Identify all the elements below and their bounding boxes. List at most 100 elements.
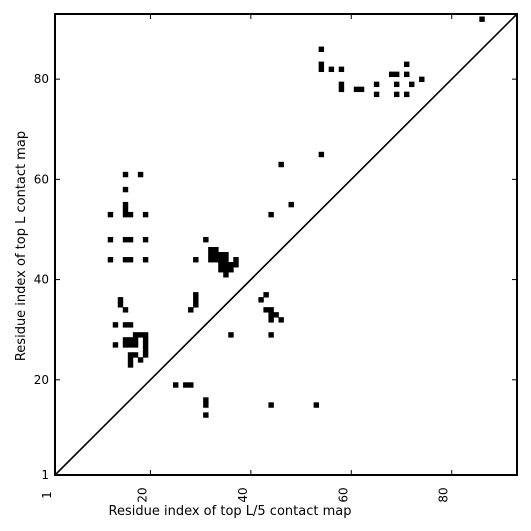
contact-point-lower [233,257,239,263]
contact-point-lower [223,267,229,273]
contact-point-lower [137,171,144,178]
contact-point-lower [137,332,144,338]
contact-point-lower [218,252,224,258]
contact-point-lower [218,257,224,263]
contact-point-lower [208,247,214,253]
contact-point-lower [122,171,129,178]
contact-point-upper [278,161,284,168]
contact-point-lower [132,352,139,358]
contact-point-lower [223,262,229,268]
contact-point-upper [404,71,410,78]
contact-point-lower [122,307,129,313]
contact-point-lower [122,201,129,208]
contact-point-lower [122,337,129,343]
contact-point-lower [203,402,209,408]
contact-point-upper [393,71,400,78]
x-tick-label: 80 [437,487,451,502]
contact-point-upper [358,86,365,93]
contact-point-lower [122,236,129,243]
contact-point-lower [127,352,134,358]
contact-point-lower [258,297,264,303]
contact-point-lower [137,357,144,363]
contact-point-lower [268,332,274,338]
contact-point-lower [213,252,219,258]
contact-point-lower [122,186,129,193]
contact-point-lower [127,337,134,343]
contact-point-lower [278,317,284,323]
contact-point-lower [228,262,234,268]
contact-point-lower [268,307,274,313]
contact-point-upper [338,81,345,88]
contact-point-lower [122,322,129,328]
contact-point-lower [122,211,129,218]
contact-point-upper [388,71,395,78]
y-tick-label: 40 [34,273,49,287]
points-layer [107,16,485,418]
contact-point-lower [273,312,279,318]
x-tick-label: 1 [40,491,54,499]
contact-point-lower [127,211,134,218]
contact-point-upper [318,151,325,158]
contact-point-upper [338,66,345,73]
contact-point-lower [112,322,119,328]
contact-point-lower [142,347,149,353]
contact-point-upper [373,91,380,98]
contact-point-lower [268,317,274,323]
contact-point-lower [268,402,274,408]
x-tick-label: 40 [236,487,250,502]
contact-point-upper [268,211,274,218]
contact-point-upper [393,91,400,98]
contact-point-lower [313,402,320,408]
contact-point-lower [263,307,269,313]
contact-point-lower [233,262,239,268]
contact-point-lower [127,322,134,328]
contact-point-lower [142,236,149,243]
contact-point-upper [288,201,294,208]
contact-point-lower [228,267,234,273]
contact-point-lower [203,236,209,243]
contact-point-lower [122,206,129,213]
contact-point-lower [193,292,199,298]
contact-point-lower [188,307,194,313]
contact-point-upper [318,46,325,52]
contact-point-lower [142,342,149,348]
contact-point-lower [208,252,214,258]
contact-point-lower [127,257,134,263]
contact-point-upper [318,61,325,68]
y-tick-label: 20 [34,373,49,387]
contact-point-upper [373,81,380,88]
contact-point-lower [223,272,229,278]
y-tick-label: 1 [41,468,49,482]
contact-point-lower [213,257,219,263]
contact-point-lower [208,257,214,263]
contact-point-lower [127,236,134,243]
contact-point-upper [479,16,485,22]
contact-point-lower [193,302,199,308]
contact-point-lower [122,257,129,263]
contact-point-lower [183,382,189,388]
contact-point-lower [268,312,274,318]
contact-point-lower [127,362,134,368]
contact-point-lower [112,342,119,348]
contact-point-lower [218,262,224,268]
contact-point-lower [117,302,124,308]
x-tick-label: 60 [336,487,350,502]
contact-point-upper [353,86,360,93]
contact-point-upper [338,86,345,93]
contact-point-lower [193,257,199,263]
contact-point-lower [132,342,139,348]
contact-point-lower [203,412,209,418]
contact-point-upper [393,81,400,88]
ticks-layer: 1 20 40 60 80 1 20 40 60 80 [34,14,517,503]
contact-point-lower [173,382,179,388]
contact-point-lower [142,257,149,263]
y-axis-label: Residue index of top L contact map [14,131,29,361]
contact-point-lower [218,267,224,273]
diagonal-layer [54,13,518,476]
x-tick-label: 20 [135,487,149,502]
contact-point-upper [404,61,410,68]
contact-point-lower [193,297,199,303]
contact-point-lower [107,211,114,218]
contact-point-lower [142,211,149,218]
contact-point-upper [419,76,425,83]
